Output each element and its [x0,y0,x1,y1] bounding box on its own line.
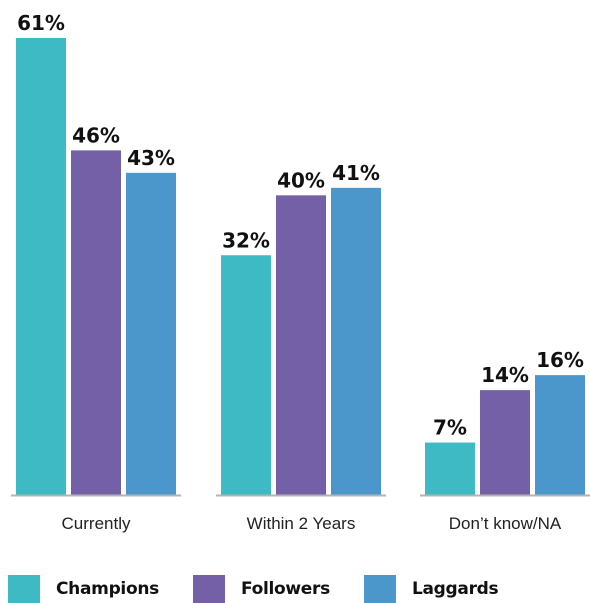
legend-item-laggards: Laggards [363,575,499,603]
data-label-followers-currently: 46% [72,123,120,147]
bar-followers-currently [71,150,121,495]
legend-label-laggards: Laggards [411,579,499,599]
bar-champions-don-t-know-na [425,442,475,495]
legend-swatch-laggards [363,575,396,603]
legend: Champions Followers Laggards [8,575,532,603]
category-label-currently: Currently [62,514,131,533]
bar-chart: 61% 46% 43% Currently 32% 40% 41% Within 2 Year… [11,11,590,533]
legend-swatch-champions [8,575,40,603]
bar-laggards-currently [126,172,176,495]
legend-item-champions: Champions [8,575,159,603]
data-label-laggards-currently: 43% [127,146,175,170]
data-label-champions-currently: 61% [17,11,65,35]
data-label-laggards-don-t-know-na: 16% [536,348,584,372]
bar-champions-currently [16,38,66,495]
bar-champions-within-2-years [221,255,271,495]
legend-label-followers: Followers [240,579,330,599]
data-label-champions-don-t-know-na: 7% [433,416,467,440]
legend-swatch-followers [192,575,225,603]
legend-label-champions: Champions [56,579,159,599]
bar-followers-don-t-know-na [480,390,530,495]
category-label-don-t-know-na: Don’t know/NA [449,514,562,533]
data-label-followers-don-t-know-na: 14% [481,363,529,387]
bar-followers-within-2-years [276,195,326,495]
bar-laggards-within-2-years [331,187,381,495]
bar-laggards-don-t-know-na [535,375,585,495]
legend-item-followers: Followers [192,575,330,603]
category-label-within-2-years: Within 2 Years [247,514,356,533]
data-label-followers-within-2-years: 40% [277,168,325,192]
data-label-laggards-within-2-years: 41% [332,161,380,185]
data-label-champions-within-2-years: 32% [222,228,270,252]
